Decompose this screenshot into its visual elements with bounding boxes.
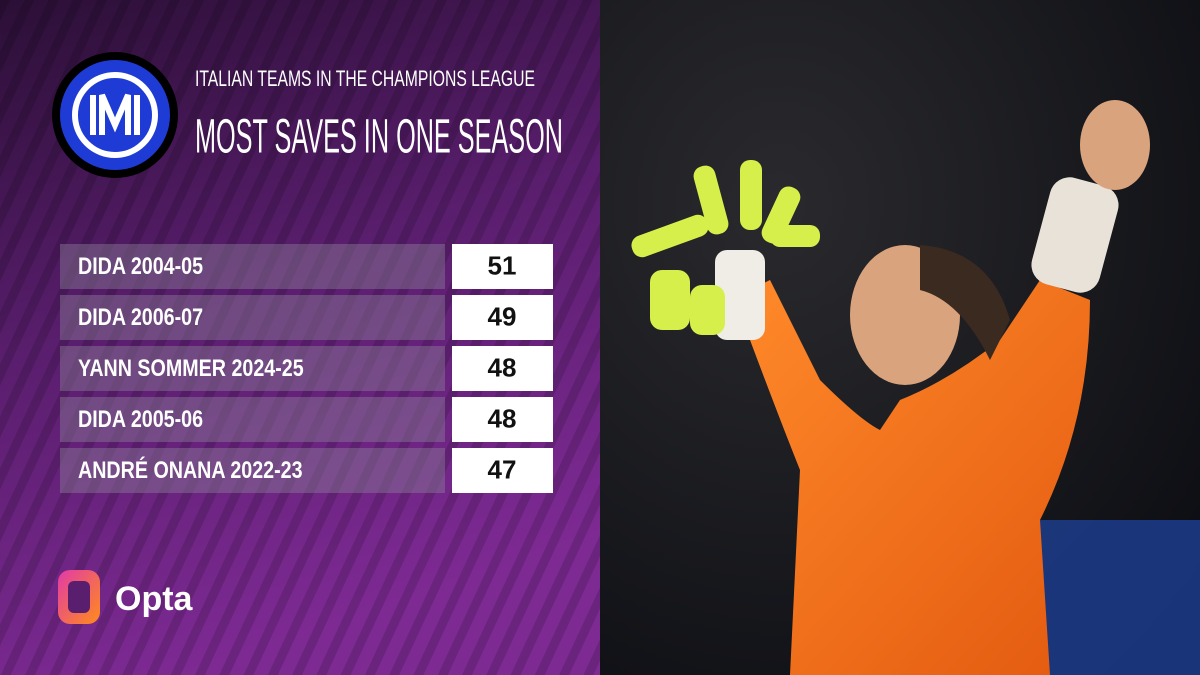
row-label-bg bbox=[60, 448, 445, 493]
row-value-bg bbox=[452, 295, 553, 340]
row-value-bg bbox=[452, 244, 553, 289]
brand-name: Opta bbox=[115, 580, 194, 618]
row-label-bg bbox=[60, 295, 445, 340]
row-value-bg bbox=[452, 346, 553, 391]
brand-logo: Opta bbox=[58, 570, 194, 624]
player-season: DIDA 2004-05 bbox=[78, 253, 203, 280]
saves-value: 49 bbox=[488, 301, 517, 331]
kicker: ITALIAN TEAMS IN THE CHAMPIONS LEAGUE bbox=[195, 66, 535, 91]
player-season: DIDA 2006-07 bbox=[78, 304, 203, 331]
player-season: DIDA 2005-06 bbox=[78, 406, 203, 433]
title: MOST SAVES IN ONE SEASON bbox=[195, 111, 563, 164]
saves-value: 48 bbox=[488, 352, 517, 382]
row-label-bg bbox=[60, 346, 445, 391]
row-value-bg bbox=[452, 397, 553, 442]
photo bbox=[600, 0, 1200, 675]
player-season: ANDRÉ ONANA 2022-23 bbox=[78, 456, 303, 484]
club-logo bbox=[52, 52, 178, 178]
row-label-bg bbox=[60, 397, 445, 442]
saves-value: 51 bbox=[488, 250, 517, 280]
saves-value: 47 bbox=[488, 454, 517, 484]
row-value-bg bbox=[452, 448, 553, 493]
player-season: YANN SOMMER 2024-25 bbox=[78, 355, 304, 382]
saves-value: 48 bbox=[488, 403, 517, 433]
ranking-table: DIDA 2004-05 51 DIDA 2006-07 49 YANN SOMMER … bbox=[60, 244, 553, 493]
row-label-bg bbox=[60, 244, 445, 289]
